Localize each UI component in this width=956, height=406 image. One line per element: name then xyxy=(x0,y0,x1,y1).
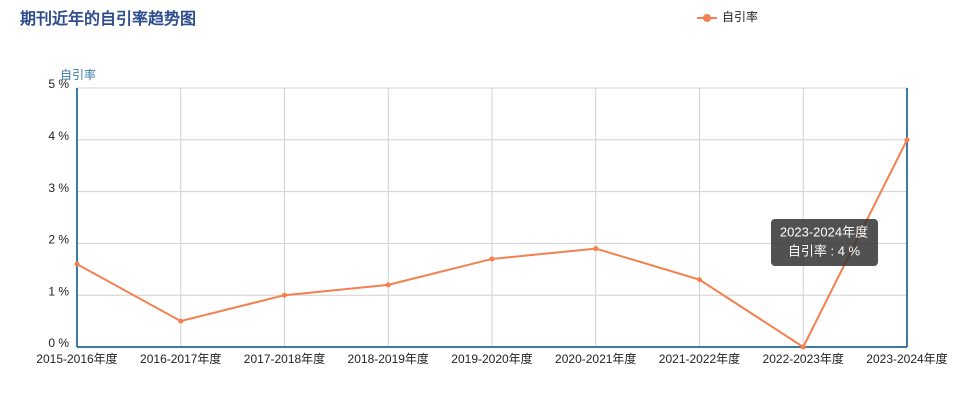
point xyxy=(593,246,599,252)
point xyxy=(489,256,495,262)
y-tick-label: 1 % xyxy=(48,284,69,298)
point xyxy=(178,318,184,324)
tooltip-box xyxy=(771,219,878,266)
point xyxy=(282,292,287,298)
x-tick-label: 2023-2024年度 xyxy=(866,351,947,366)
y-tick-label: 0 % xyxy=(48,336,69,350)
point xyxy=(385,282,391,288)
point xyxy=(74,261,80,267)
y-tick-label: 5 % xyxy=(48,77,69,91)
legend-label: 自引率 xyxy=(722,9,758,24)
x-tick-label: 2017-2018年度 xyxy=(244,351,325,366)
legend-marker xyxy=(703,14,711,22)
x-tick-label: 2019-2020年度 xyxy=(451,351,532,366)
y-tick-label: 2 % xyxy=(48,233,69,247)
point xyxy=(904,137,910,143)
x-tick-label: 2018-2019年度 xyxy=(348,351,429,366)
point xyxy=(800,344,806,350)
chart-title: 期刊近年的自引率趋势图 xyxy=(20,9,196,28)
x-tick-label: 2015-2016年度 xyxy=(36,351,117,366)
x-tick-label: 2020-2021年度 xyxy=(555,351,636,366)
tooltip-title: 2023-2024年度 xyxy=(780,224,868,239)
tooltip-label: 自引率 : 4 % xyxy=(788,243,861,258)
x-tick-label: 2021-2022年度 xyxy=(659,351,740,366)
y-axis-title: 自引率 xyxy=(60,67,96,82)
point xyxy=(697,277,702,283)
x-tick-label: 2022-2023年度 xyxy=(763,351,844,366)
y-tick-label: 3 % xyxy=(48,181,69,195)
x-tick-label: 2016-2017年度 xyxy=(140,351,221,366)
y-tick-label: 4 % xyxy=(48,129,69,143)
